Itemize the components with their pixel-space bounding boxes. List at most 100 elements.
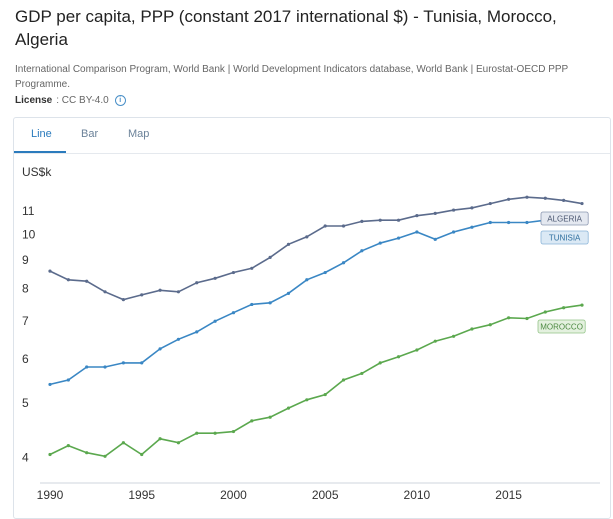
data-point-tunisia — [488, 220, 492, 225]
license-line: License : CC BY-4.0 i — [15, 95, 126, 106]
y-tick-label: 9 — [22, 253, 29, 267]
data-point-algeria — [323, 224, 327, 228]
x-tick-label: 1995 — [128, 488, 155, 502]
data-point-morocco — [433, 339, 437, 343]
x-tick-label: 2005 — [312, 488, 339, 502]
data-point-morocco — [488, 323, 492, 327]
data-point-algeria — [433, 211, 437, 216]
series-label-morocco: MOROCCO — [540, 323, 583, 332]
data-point-algeria — [213, 276, 217, 280]
license-label: License — [15, 95, 53, 106]
series-label-tunisia: TUNISIA — [549, 234, 581, 243]
tab-map[interactable]: Map — [128, 128, 150, 140]
x-tick-label: 2000 — [220, 488, 247, 502]
y-tick-label: 7 — [22, 314, 29, 328]
data-point-algeria — [360, 219, 364, 223]
data-point-algeria — [195, 281, 199, 285]
data-point-tunisia — [360, 249, 364, 253]
data-point-algeria — [268, 255, 272, 259]
data-point-tunisia — [323, 270, 327, 275]
series-line-algeria — [49, 196, 583, 301]
y-tick-label: 11 — [22, 204, 35, 218]
data-point-algeria — [378, 218, 382, 222]
y-tick-label: 4 — [22, 451, 29, 465]
data-point-algeria — [470, 206, 474, 210]
data-point-morocco — [286, 406, 291, 410]
data-point-algeria — [140, 293, 144, 297]
data-point-morocco — [323, 392, 327, 397]
data-point-tunisia — [158, 347, 162, 351]
data-point-morocco — [250, 419, 254, 423]
data-point-algeria — [507, 197, 511, 201]
data-point-algeria — [415, 214, 419, 218]
y-tick-label: 6 — [22, 352, 29, 366]
y-tick-label: 10 — [22, 227, 36, 241]
data-point-algeria — [121, 298, 125, 302]
data-point-morocco — [66, 444, 70, 448]
data-point-morocco — [415, 348, 419, 352]
data-point-algeria — [85, 279, 89, 283]
source-note: International Comparison Program, World … — [15, 64, 569, 90]
data-point-tunisia — [140, 361, 144, 365]
data-point-morocco — [268, 415, 272, 419]
data-point-algeria — [341, 224, 346, 228]
data-point-tunisia — [415, 230, 419, 234]
data-point-morocco — [525, 316, 529, 321]
x-tick-label: 2010 — [404, 488, 431, 502]
x-tick-label: 2015 — [495, 488, 522, 502]
data-point-morocco — [48, 452, 52, 457]
data-point-morocco — [213, 431, 217, 435]
data-point-algeria — [562, 198, 566, 202]
series-label-box-morocco — [537, 319, 586, 334]
series-label-box-tunisia — [540, 230, 589, 245]
data-point-morocco — [360, 371, 364, 376]
data-point-morocco — [451, 334, 456, 338]
data-point-algeria — [525, 195, 529, 199]
data-point-tunisia — [103, 365, 107, 369]
data-point-tunisia — [48, 382, 52, 387]
data-point-tunisia — [195, 330, 199, 334]
data-point-tunisia — [396, 236, 401, 240]
x-tick-label: 1990 — [37, 488, 64, 502]
data-point-morocco — [470, 327, 474, 331]
data-point-morocco — [396, 355, 401, 359]
data-point-algeria — [250, 266, 254, 270]
data-point-morocco — [341, 378, 346, 382]
tab-bar[interactable]: Bar — [81, 128, 99, 140]
data-point-tunisia — [433, 237, 437, 241]
data-point-morocco — [121, 441, 125, 445]
license-value: : CC BY-4.0 — [56, 95, 109, 106]
tab-line[interactable]: Line — [31, 128, 52, 140]
data-point-morocco — [231, 429, 236, 434]
view-tabs: Line Bar Map — [14, 118, 610, 154]
series-line-tunisia — [49, 216, 582, 386]
data-point-algeria — [48, 269, 52, 273]
data-point-algeria — [488, 201, 492, 206]
data-point-tunisia — [268, 301, 272, 305]
series-label-box-algeria — [540, 211, 589, 226]
data-point-tunisia — [213, 319, 217, 323]
data-point-tunisia — [378, 241, 382, 245]
data-point-algeria — [580, 201, 584, 206]
y-tick-label: 5 — [22, 396, 29, 410]
data-point-tunisia — [231, 311, 236, 315]
data-point-tunisia — [286, 291, 291, 295]
y-tick-label: 8 — [22, 282, 29, 296]
data-point-tunisia — [341, 261, 346, 265]
data-point-tunisia — [66, 378, 70, 382]
data-point-algeria — [451, 208, 456, 212]
info-icon[interactable]: i — [114, 95, 126, 106]
data-point-algeria — [286, 242, 291, 246]
y-axis-label: US$k — [22, 165, 52, 179]
data-point-morocco — [562, 306, 566, 310]
data-point-algeria — [158, 288, 162, 292]
data-point-morocco — [103, 454, 107, 458]
data-point-algeria — [543, 196, 547, 200]
data-point-morocco — [305, 398, 309, 402]
data-point-tunisia — [470, 225, 474, 229]
data-point-algeria — [103, 290, 107, 294]
series-line-morocco — [49, 304, 583, 458]
data-point-morocco — [140, 452, 144, 457]
data-point-tunisia — [507, 220, 511, 225]
